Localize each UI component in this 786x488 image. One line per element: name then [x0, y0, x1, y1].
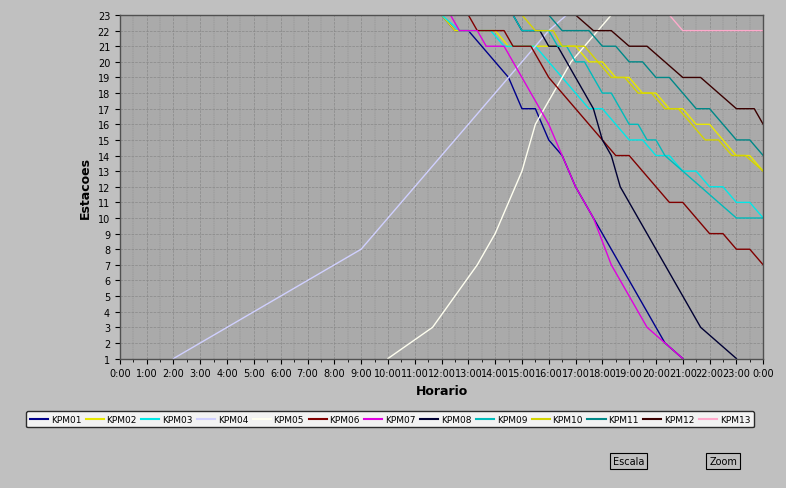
Legend: KPM01, KPM02, KPM03, KPM04, KPM05, KPM06, KPM07, KPM08, KPM09, KPM10, KPM11, KPM: KPM01, KPM02, KPM03, KPM04, KPM05, KPM06… [27, 411, 754, 427]
X-axis label: Horario: Horario [416, 384, 468, 397]
Y-axis label: Estacoes: Estacoes [79, 157, 92, 218]
Text: Zoom: Zoom [709, 456, 737, 466]
Text: Escala: Escala [613, 456, 645, 466]
